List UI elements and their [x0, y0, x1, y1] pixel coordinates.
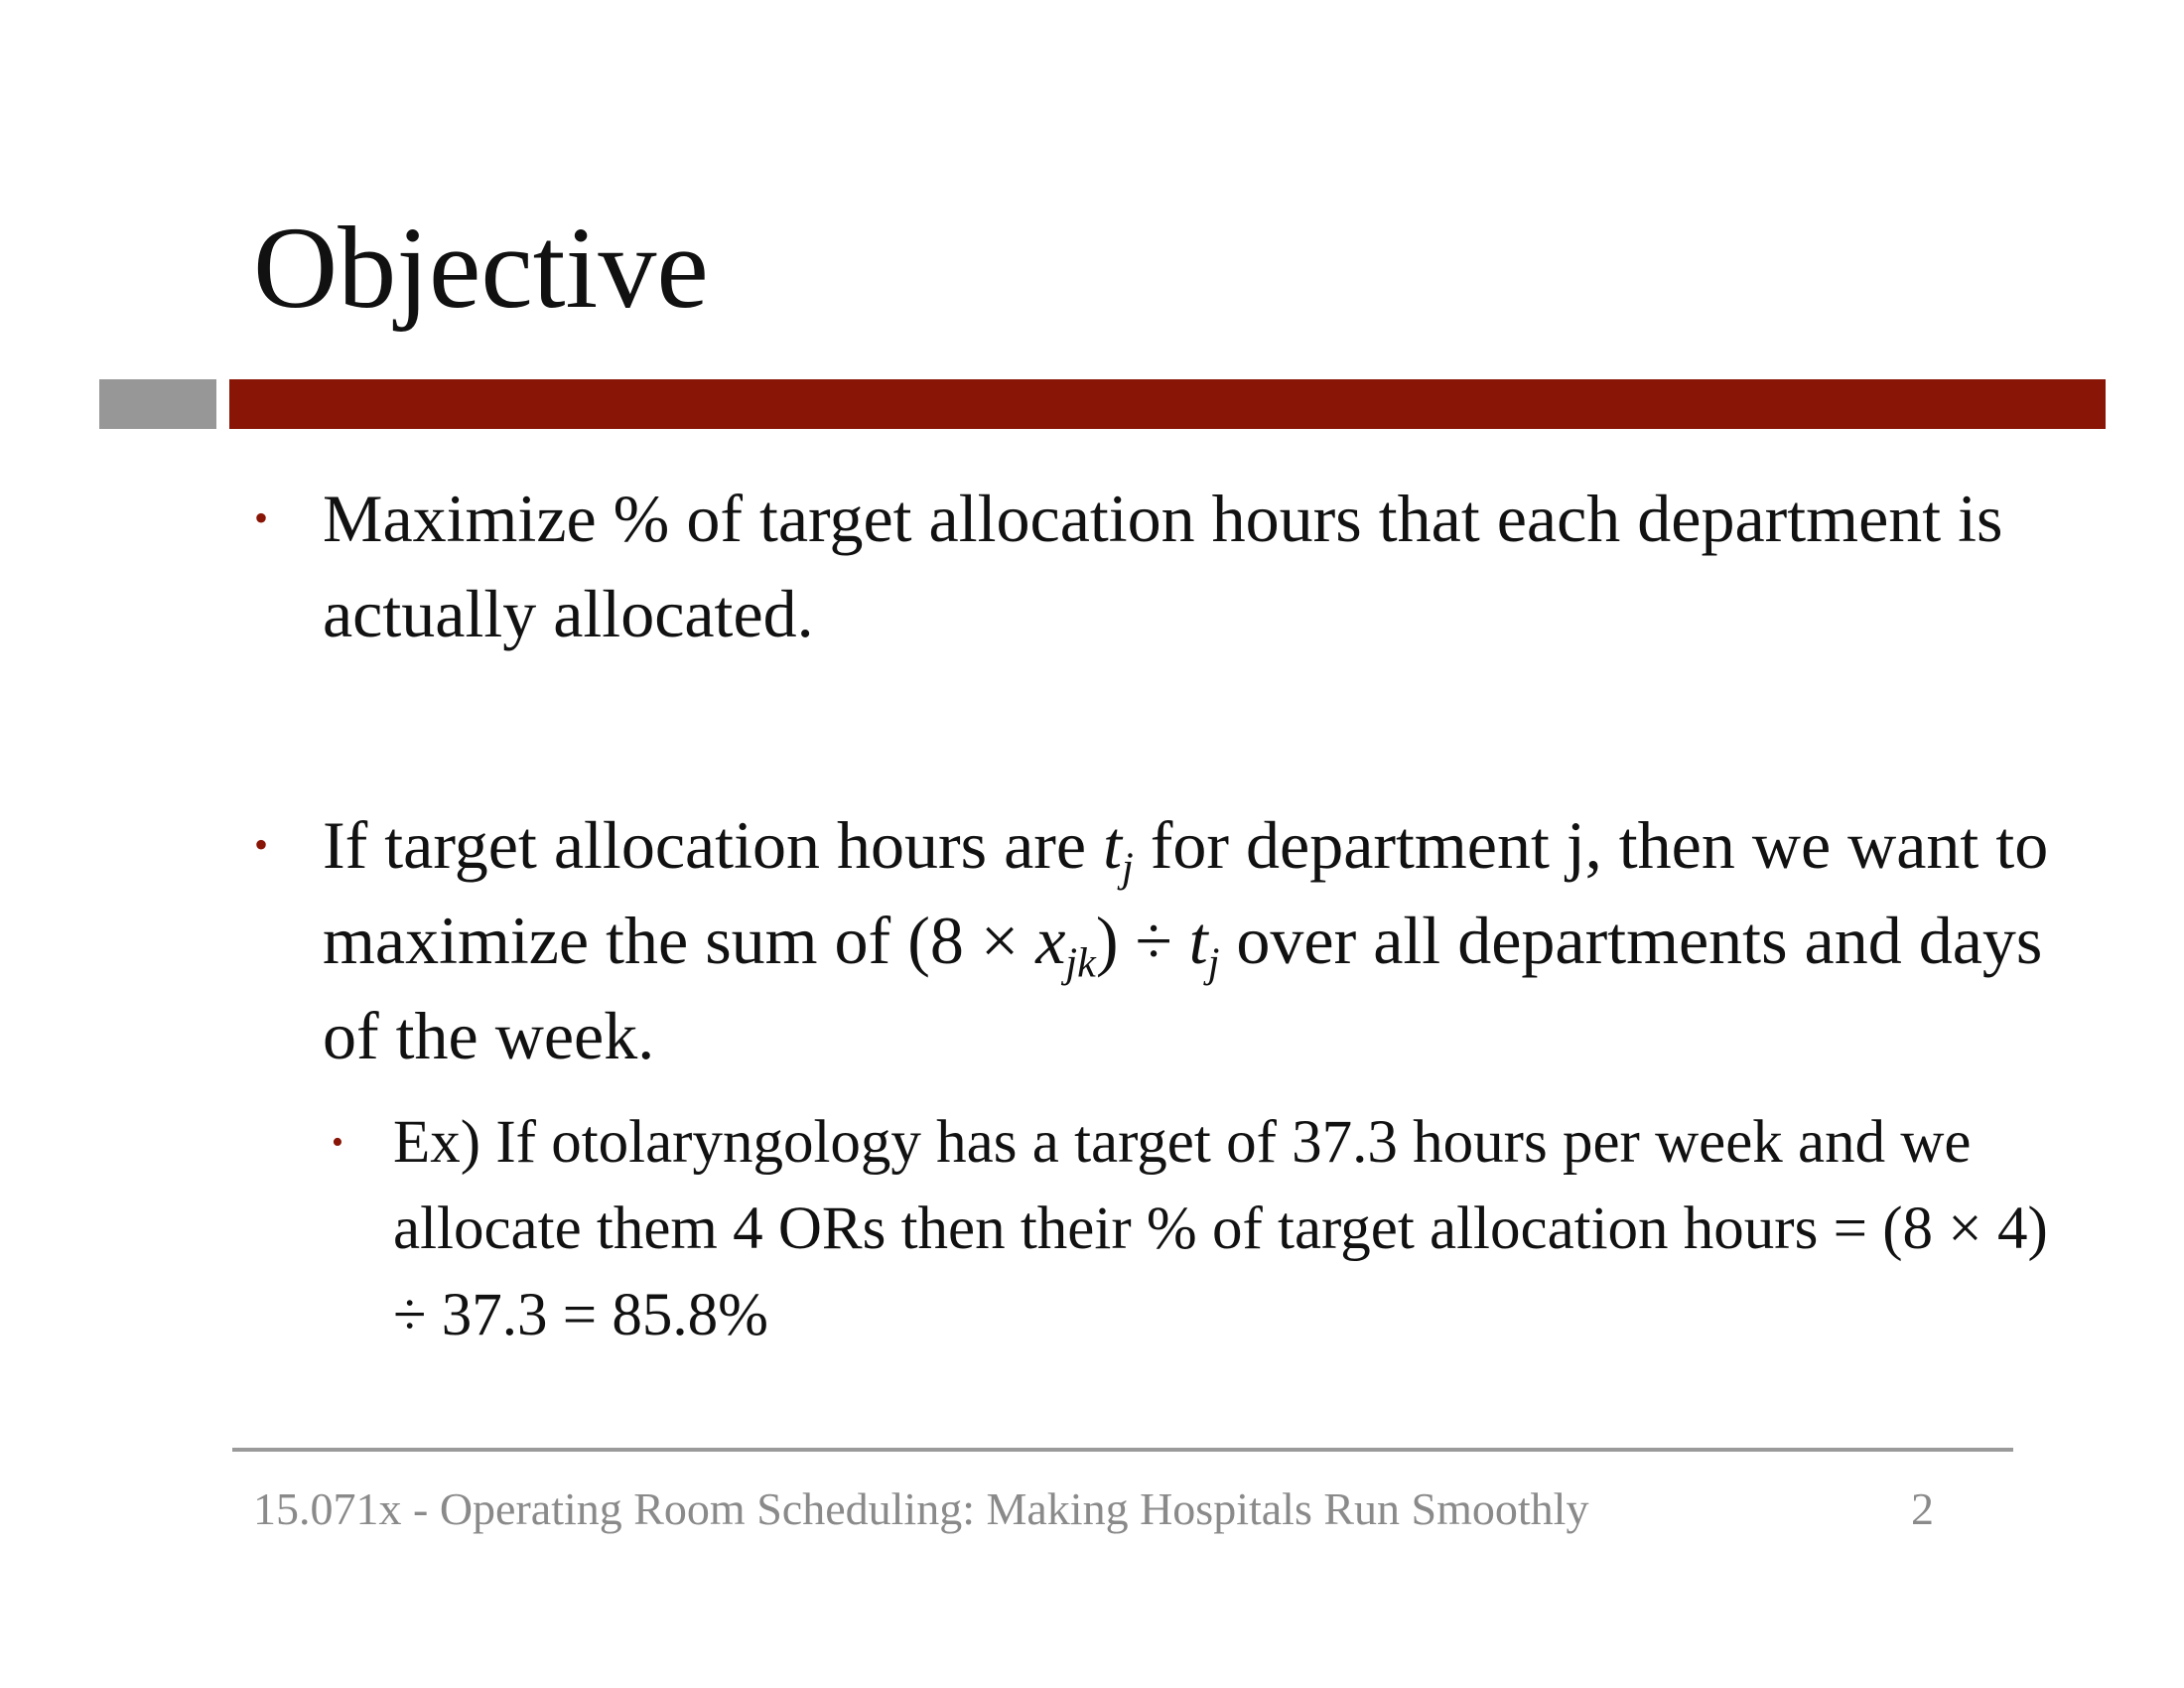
bullet-2-text-part2: for department j, then we want to maximi… [323, 807, 2049, 978]
bullet-2-text-part1: If target allocation hours are [323, 807, 1104, 883]
math-var-t: t [1103, 807, 1122, 883]
sub-bullet-item-1: Ex) If otolaryngology has a target of 37… [393, 1109, 2048, 1348]
bullet-item-2: If target allocation hours are tj for de… [323, 797, 2070, 1083]
math-t-j: tj [1103, 807, 1134, 889]
math-t-j-2: tj [1188, 903, 1220, 984]
math-x-jk: xjk [1035, 903, 1096, 984]
sub-bullet-marker: • [332, 1124, 343, 1161]
footer-divider [232, 1448, 2013, 1452]
bullet-2-text-part3: ) ÷ [1095, 903, 1189, 978]
title-accent-bar-red [229, 379, 2106, 429]
slide-title: Objective [253, 203, 709, 333]
footer-course-title: 15.071x - Operating Room Scheduling: Mak… [253, 1483, 1589, 1534]
math-sub-j: j [1207, 939, 1220, 987]
math-var-x: x [1035, 903, 1066, 978]
bullet-marker: • [254, 495, 269, 540]
math-sub-j: j [1122, 844, 1134, 892]
bullet-item-1: Maximize % of target allocation hours th… [323, 481, 2003, 651]
bullet-2-text-part4: over all departments and days of the wee… [323, 903, 2043, 1073]
title-accent-bar-gray [99, 379, 216, 429]
page-number: 2 [1911, 1483, 1934, 1534]
math-sub-jk: jk [1065, 939, 1096, 987]
bullet-marker: • [254, 822, 269, 867]
math-var-t: t [1188, 903, 1208, 978]
